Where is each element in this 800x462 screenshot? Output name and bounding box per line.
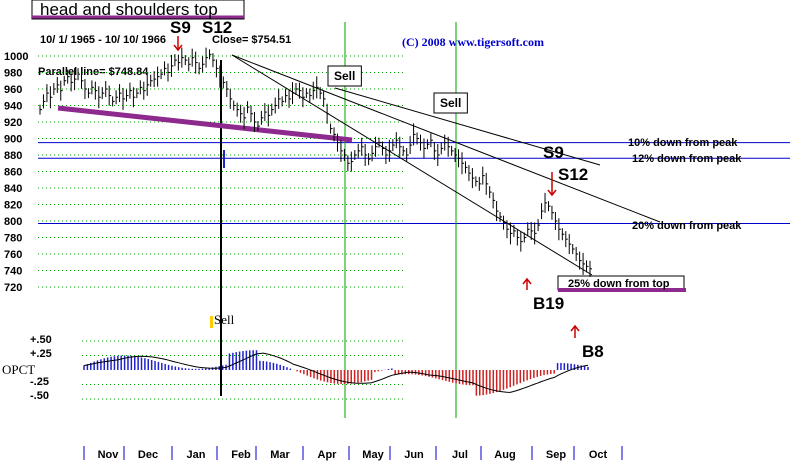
- price-series: [39, 47, 592, 277]
- x-axis-label: Oct: [589, 449, 608, 461]
- indicator-annotation: Sell: [214, 312, 235, 327]
- up-arrow-head: [522, 277, 532, 285]
- indicator-y-tick: +.50: [30, 334, 52, 346]
- x-axis-label: Apr: [318, 449, 338, 461]
- x-axis-label: Sep: [546, 449, 566, 461]
- x-axis-label: Aug: [494, 449, 515, 461]
- reference-label: 20% down from peak: [632, 220, 742, 232]
- x-axis-label: Dec: [138, 449, 158, 461]
- x-axis-label: Jul: [452, 449, 468, 461]
- annotations: S9 S12 Sell Sell S9 S12 B19: [170, 18, 588, 338]
- indicator-label: OPCT: [2, 362, 35, 377]
- price-y-tick: 980: [4, 68, 22, 80]
- x-axis-label: Mar: [270, 449, 290, 461]
- vertical-markers: [220, 22, 457, 418]
- price-y-tick: 820: [4, 200, 22, 212]
- x-axis-label: May: [362, 449, 384, 461]
- inner-channel-line: [334, 87, 601, 166]
- indicator-y-tick: -.25: [30, 376, 49, 388]
- annotation-box: [433, 92, 468, 114]
- neckline: [57, 105, 353, 143]
- price-y-tick: 740: [4, 266, 22, 278]
- x-axis-label: Jun: [404, 449, 424, 461]
- indicator-y-tick: +.25: [30, 348, 52, 360]
- annotation-label: S12: [202, 18, 232, 37]
- annotation-label: S9: [543, 143, 564, 162]
- reference-lines: 10% down from peak 12% down from peak 20% …: [38, 137, 790, 292]
- x-axis: Nov Dec Jan Feb Mar Apr May Jun Jul Aug Sep Oct: [83, 446, 623, 461]
- lower-channel-line: [231, 54, 593, 276]
- copyright: (C) 2008 www.tigersoft.com: [402, 35, 544, 49]
- price-y-tick: 900: [4, 134, 22, 146]
- price-y-tick: 780: [4, 233, 22, 245]
- annotation-label: S9: [170, 18, 191, 37]
- indicator-axis: +.50 +.25 -.25 -.50 OPCT Sell B8: [2, 312, 604, 402]
- title-box: [31, 0, 245, 20]
- price-y-tick: 940: [4, 101, 22, 113]
- down-arrow-head: [173, 44, 183, 52]
- reference-label: 25% down from top: [568, 278, 670, 290]
- indicator-annotation: B8: [582, 342, 604, 361]
- price-y-tick: 960: [4, 84, 22, 96]
- price-y-tick: 720: [4, 282, 22, 294]
- parallel-line-label: Parallel line= $748.84: [38, 66, 149, 78]
- annotation-label: B19: [533, 294, 564, 313]
- indicator-marker: [210, 316, 213, 328]
- upper-channel-line: [231, 54, 661, 223]
- reference-label: 12% down from peak: [632, 153, 742, 165]
- down-arrow-head: [547, 189, 557, 197]
- indicator-moving-average: [83, 352, 589, 393]
- price-y-tick: 860: [4, 167, 22, 179]
- annotation-label: Sell: [334, 69, 355, 83]
- indicator-bars: [83, 350, 589, 396]
- annotation-label: S12: [558, 165, 588, 184]
- price-y-tick: 800: [4, 216, 22, 228]
- indicator-ma-line: [83, 352, 589, 393]
- reference-label: 10% down from peak: [628, 137, 738, 149]
- indicator-y-tick: -.50: [30, 390, 49, 402]
- x-axis-label: Jan: [187, 449, 206, 461]
- price-y-tick: 1000: [4, 51, 28, 63]
- price-y-tick: 880: [4, 150, 22, 162]
- trendlines: [57, 54, 661, 276]
- price-y-tick: 920: [4, 117, 22, 129]
- price-y-tick: 840: [4, 183, 22, 195]
- annotation-box: [327, 65, 362, 87]
- up-arrow-head: [570, 324, 580, 332]
- chart-title: head and shoulders top: [40, 0, 218, 19]
- date-range: 10/ 1/ 1965 - 10/ 10/ 1966: [40, 34, 166, 46]
- x-axis-label: Nov: [98, 449, 120, 461]
- price-y-tick: 760: [4, 249, 22, 261]
- price-y-axis: 1000 980 960 940 920 900 880 860 840 820 800 780 760…: [4, 51, 28, 294]
- annotation-label: Sell: [440, 96, 461, 110]
- close-price: Close= $754.51: [212, 34, 291, 46]
- x-axis-label: Feb: [231, 449, 251, 461]
